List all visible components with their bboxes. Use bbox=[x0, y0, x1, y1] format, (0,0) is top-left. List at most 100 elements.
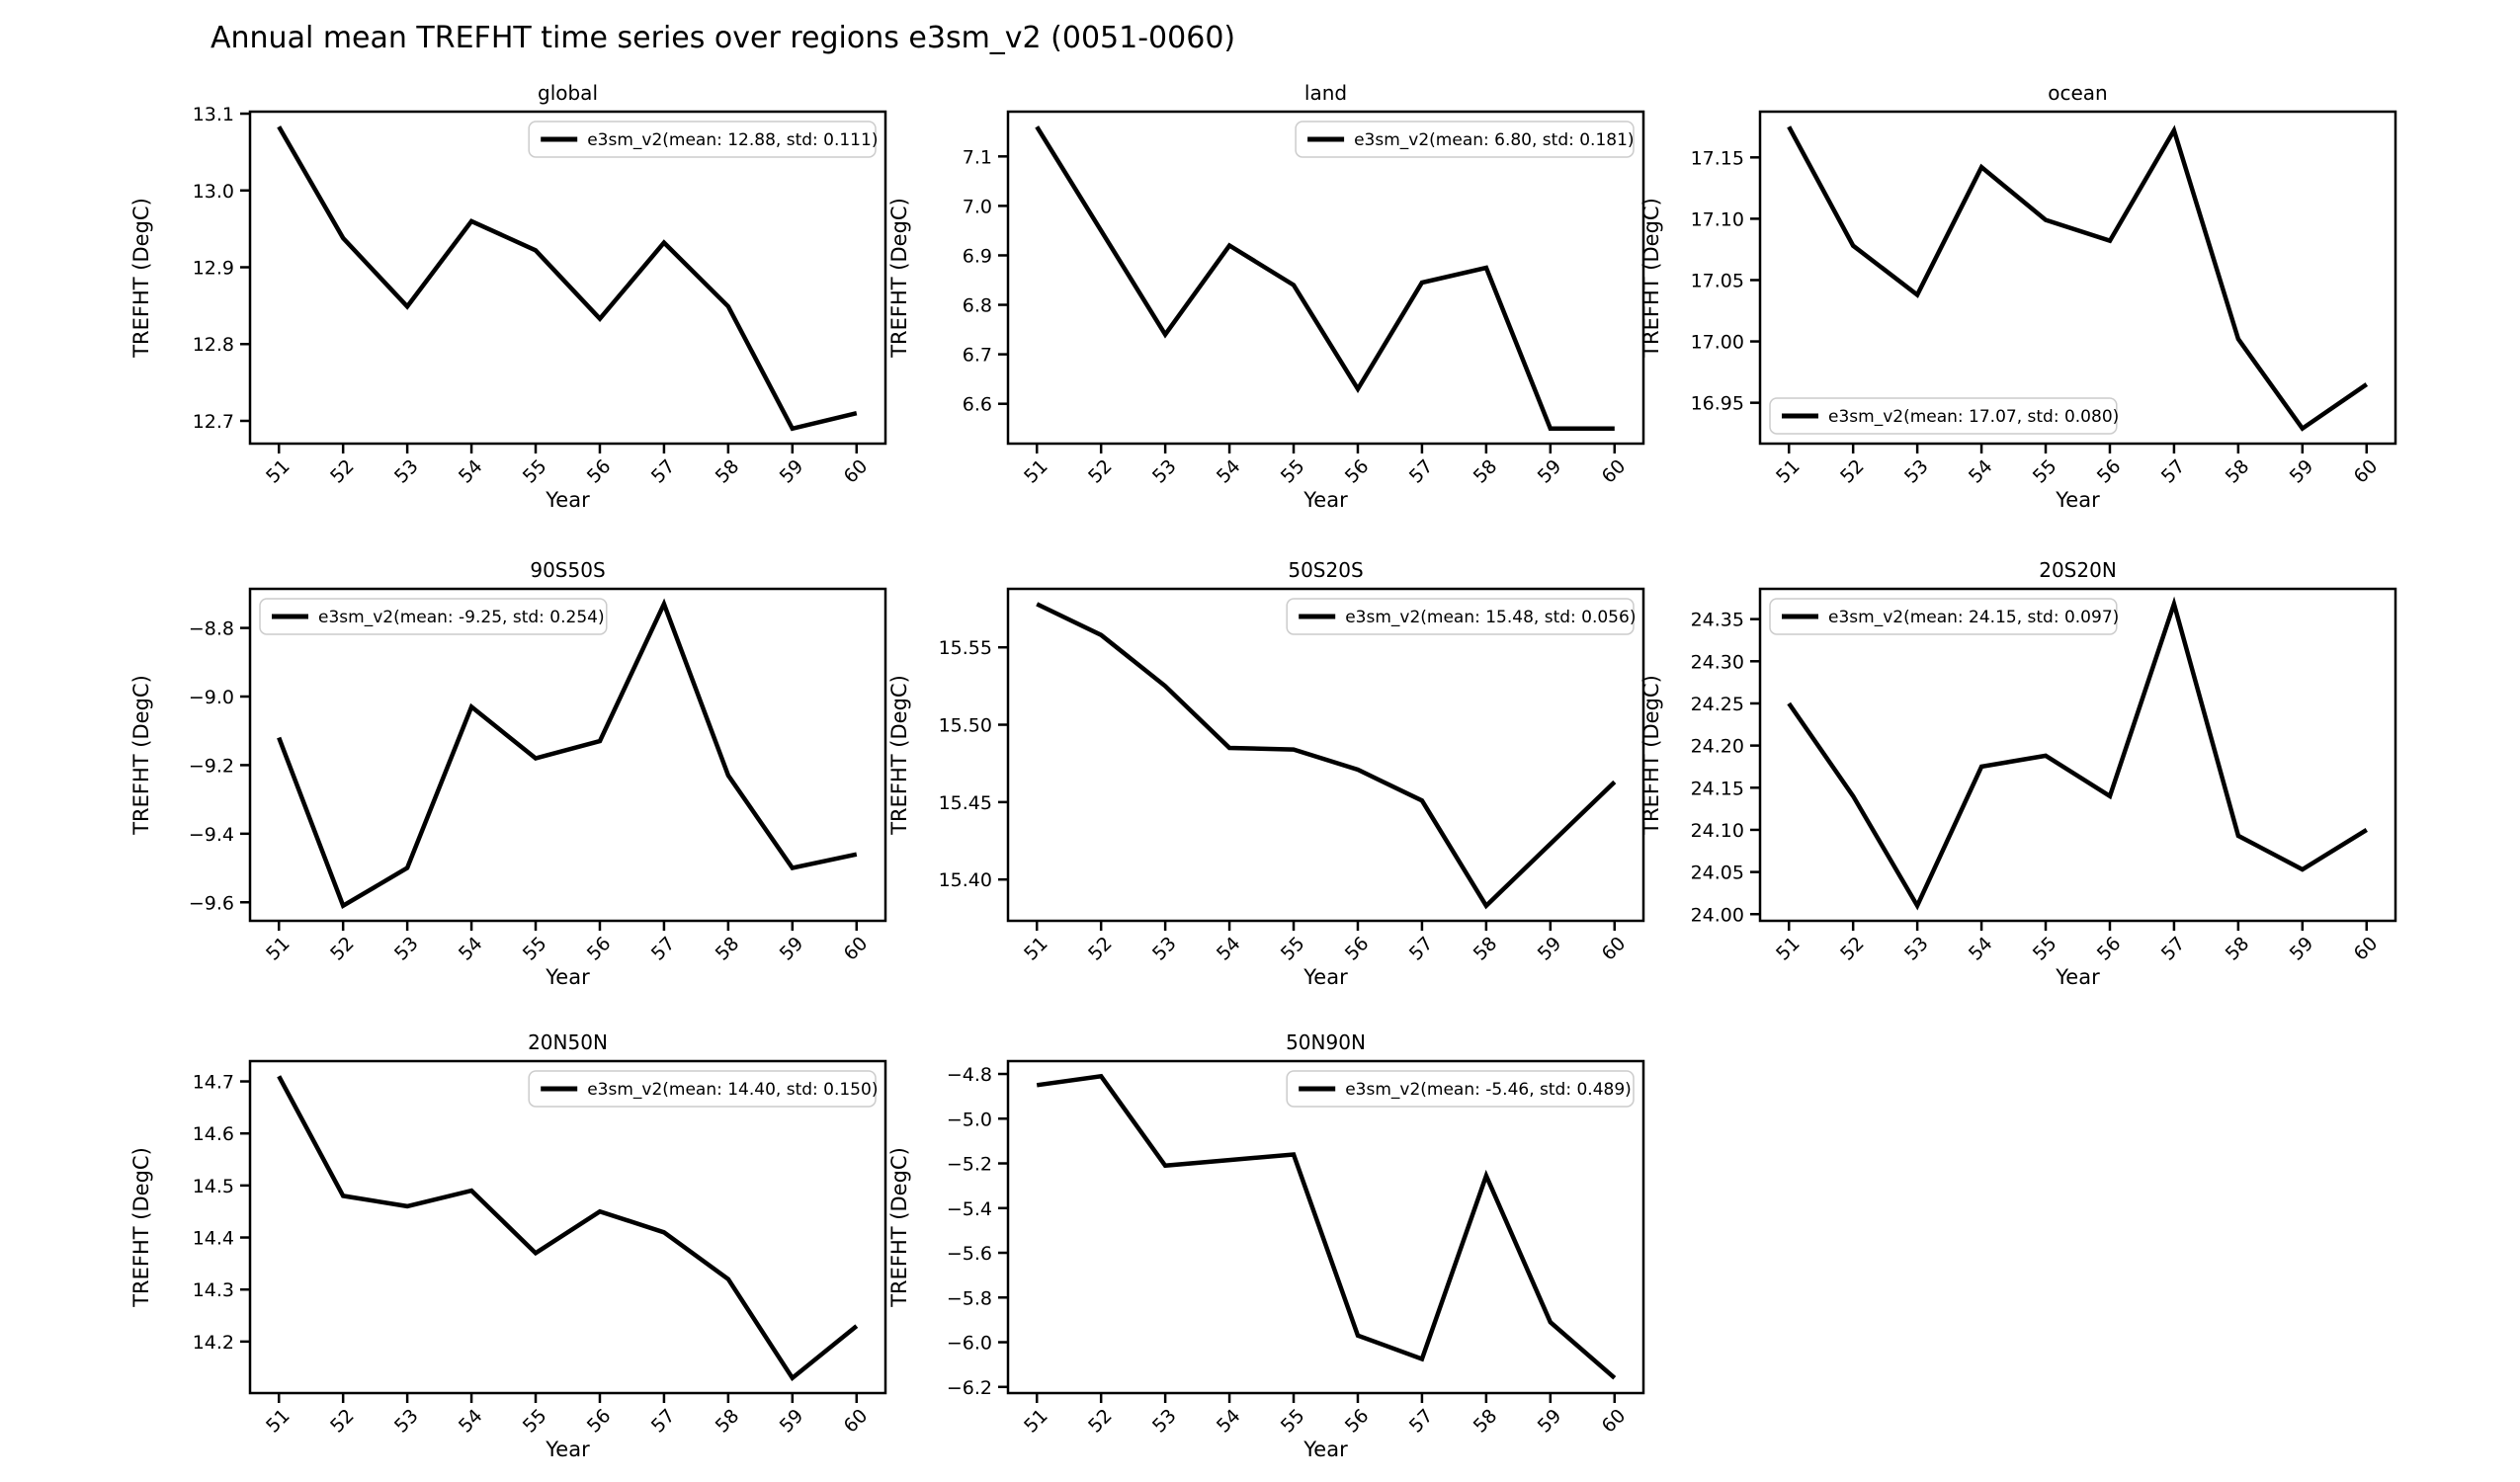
y-tick-label: −6.2 bbox=[947, 1377, 992, 1399]
legend: e3sm_v2(mean: 6.80, std: 0.181) bbox=[1295, 121, 1635, 158]
x-tick-label: 53 bbox=[390, 455, 423, 488]
legend-label: e3sm_v2(mean: -9.25, std: 0.254) bbox=[318, 608, 605, 627]
x-tick-label: 51 bbox=[1772, 933, 1805, 965]
x-tick-label: 53 bbox=[390, 933, 423, 965]
x-tick-label: 60 bbox=[840, 455, 873, 488]
legend-label: e3sm_v2(mean: 15.48, std: 0.056) bbox=[1345, 608, 1636, 627]
axes-frame bbox=[248, 1059, 887, 1395]
x-tick-label: 57 bbox=[1405, 455, 1438, 488]
x-axis-label: Year bbox=[545, 1438, 590, 1461]
subplot-title: 20N50N bbox=[528, 1030, 608, 1054]
axes-frame bbox=[1006, 110, 1645, 446]
y-tick-label: −5.8 bbox=[947, 1287, 992, 1309]
x-tick-label: 60 bbox=[1598, 933, 1631, 965]
y-tick-label: −5.4 bbox=[947, 1198, 992, 1220]
x-tick-label: 52 bbox=[1836, 933, 1869, 965]
y-tick-label: 24.15 bbox=[1691, 778, 1744, 799]
x-tick-label: 54 bbox=[455, 933, 487, 965]
x-tick-label: 52 bbox=[1084, 1405, 1117, 1438]
legend: e3sm_v2(mean: 12.88, std: 0.111) bbox=[528, 121, 878, 158]
x-tick-label: 56 bbox=[2093, 933, 2126, 965]
x-tick-label: 57 bbox=[2157, 455, 2190, 488]
x-tick-label: 60 bbox=[2350, 455, 2383, 488]
x-tick-label: 58 bbox=[2222, 455, 2254, 488]
subplot-50S20S: 15.40 15.45 15.50 15.55 51 52 53 54 55 56 57 58 59 60… bbox=[887, 558, 1645, 989]
y-tick-label: 12.9 bbox=[193, 258, 234, 280]
y-axis-label: TREFHT (DegC) bbox=[887, 198, 911, 359]
legend: e3sm_v2(mean: 17.07, std: 0.080) bbox=[1769, 397, 2119, 435]
y-tick-label: −5.2 bbox=[947, 1154, 992, 1176]
subplot-title: global bbox=[538, 81, 598, 105]
x-axis-label: Year bbox=[545, 488, 590, 512]
x-tick-label: 57 bbox=[647, 1405, 680, 1438]
legend-box bbox=[528, 121, 877, 158]
y-tick-label: 12.7 bbox=[193, 411, 234, 433]
y-tick-label: 15.50 bbox=[939, 715, 992, 737]
x-tick-label: 55 bbox=[1277, 1405, 1309, 1438]
x-tick-label: 54 bbox=[455, 455, 487, 488]
y-tick-label: −5.6 bbox=[947, 1243, 992, 1265]
legend-box bbox=[1769, 598, 2118, 635]
x-tick-label: 59 bbox=[2286, 933, 2318, 965]
y-tick-label: 6.8 bbox=[963, 295, 992, 317]
y-tick-label: 15.40 bbox=[939, 869, 992, 891]
legend-box bbox=[1286, 1070, 1635, 1108]
y-tick-label: 6.7 bbox=[963, 345, 992, 367]
y-tick-label: 14.5 bbox=[193, 1176, 234, 1197]
x-tick-label: 52 bbox=[1836, 455, 1869, 488]
x-tick-label: 56 bbox=[583, 455, 616, 488]
x-tick-label: 51 bbox=[262, 1405, 294, 1438]
x-tick-label: 58 bbox=[1470, 933, 1502, 965]
x-axis-label: Year bbox=[1302, 1438, 1348, 1461]
x-tick-label: 54 bbox=[1965, 455, 1997, 488]
legend-box bbox=[1286, 598, 1635, 635]
x-tick-label: 60 bbox=[1598, 1405, 1631, 1438]
subplot-title: land bbox=[1304, 81, 1347, 105]
subplot-title: 50S20S bbox=[1288, 558, 1363, 582]
legend: e3sm_v2(mean: -5.46, std: 0.489) bbox=[1286, 1070, 1635, 1108]
series-line bbox=[277, 1075, 859, 1382]
y-tick-label: 14.2 bbox=[193, 1332, 234, 1354]
y-tick-label: 24.30 bbox=[1691, 651, 1744, 673]
x-tick-label: 55 bbox=[2029, 933, 2061, 965]
x-tick-label: 54 bbox=[1213, 455, 1245, 488]
x-tick-label: 56 bbox=[1341, 1405, 1374, 1438]
x-tick-label: 55 bbox=[519, 1405, 551, 1438]
x-tick-label: 56 bbox=[1341, 455, 1374, 488]
y-tick-label: 24.25 bbox=[1691, 694, 1744, 715]
y-tick-label: −5.0 bbox=[947, 1109, 992, 1130]
x-tick-label: 52 bbox=[1084, 455, 1117, 488]
y-tick-label: 6.6 bbox=[963, 394, 992, 416]
subplot-global: 12.7 12.8 12.9 13.0 13.1 51 52 53 54 55 56 57 58 59 60… bbox=[129, 81, 887, 512]
x-tick-label: 52 bbox=[326, 933, 359, 965]
x-tick-label: 58 bbox=[1470, 455, 1502, 488]
y-axis-label: TREFHT (DegC) bbox=[1639, 198, 1663, 359]
x-tick-label: 59 bbox=[776, 455, 808, 488]
x-tick-label: 55 bbox=[519, 933, 551, 965]
x-tick-label: 58 bbox=[1470, 1405, 1502, 1438]
x-tick-label: 55 bbox=[1277, 933, 1309, 965]
y-axis-label: TREFHT (DegC) bbox=[887, 675, 911, 836]
x-tick-label: 55 bbox=[2029, 455, 2061, 488]
x-tick-label: 59 bbox=[1534, 455, 1566, 488]
y-axis-label: TREFHT (DegC) bbox=[1639, 675, 1663, 836]
y-tick-label: −9.6 bbox=[189, 892, 234, 914]
x-tick-label: 55 bbox=[1277, 455, 1309, 488]
x-tick-label: 56 bbox=[1341, 933, 1374, 965]
subplot-land: 6.6 6.7 6.8 6.9 7.0 7.1 51 52 53 54 55 56 57 58 59 60 la… bbox=[887, 81, 1645, 512]
x-tick-label: 59 bbox=[776, 1405, 808, 1438]
y-tick-label: −8.8 bbox=[189, 618, 234, 640]
x-tick-label: 60 bbox=[840, 933, 873, 965]
legend: e3sm_v2(mean: 14.40, std: 0.150) bbox=[528, 1070, 878, 1108]
y-tick-label: 13.0 bbox=[193, 181, 234, 203]
x-axis-label: Year bbox=[2055, 965, 2100, 989]
series-line bbox=[277, 598, 858, 909]
subplot-20S20N: 24.00 24.05 24.10 24.15 24.20 24.25 24.30 24.35… bbox=[1639, 558, 2397, 989]
legend-label: e3sm_v2(mean: 24.15, std: 0.097) bbox=[1828, 608, 2119, 627]
y-tick-label: 14.3 bbox=[193, 1279, 234, 1301]
x-tick-label: 57 bbox=[1405, 933, 1438, 965]
x-tick-label: 51 bbox=[262, 933, 294, 965]
x-tick-label: 54 bbox=[1965, 933, 1997, 965]
